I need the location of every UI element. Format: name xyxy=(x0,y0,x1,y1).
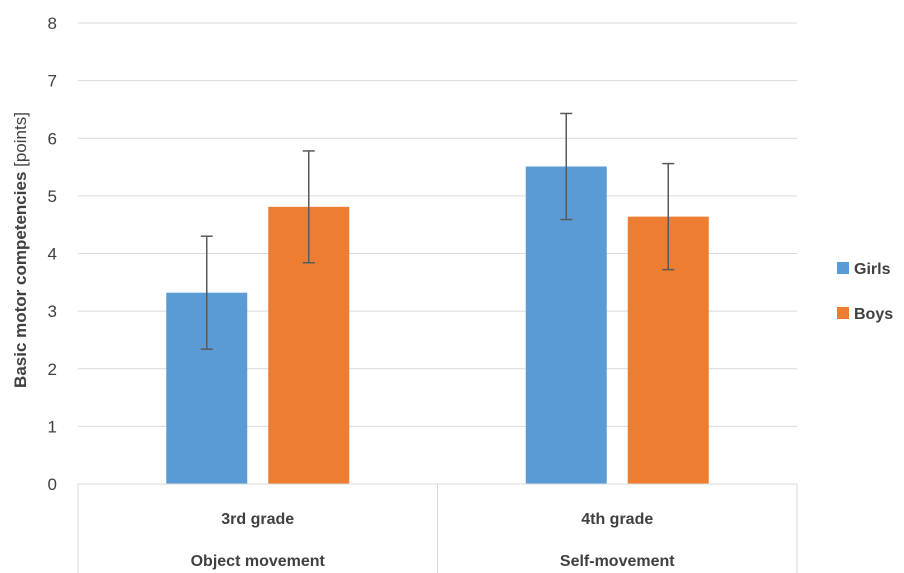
legend-label-boys: Boys xyxy=(854,306,893,323)
y-tick-label: 0 xyxy=(48,475,57,494)
y-tick-label: 2 xyxy=(48,360,57,379)
y-tick-label: 7 xyxy=(48,72,57,91)
x-group-label: Object movement xyxy=(191,553,326,570)
legend-label-girls: Girls xyxy=(854,261,891,278)
error-bars xyxy=(200,112,675,350)
y-tick-label: 4 xyxy=(48,245,57,264)
x-category-label: 3rd grade xyxy=(221,511,294,528)
bars xyxy=(166,166,709,485)
y-axis-label-main: Basic motor competencies xyxy=(11,172,30,388)
x-group-label: Self-movement xyxy=(560,553,675,570)
x-axis xyxy=(77,483,798,573)
y-axis-ticks: 0 1 2 3 4 5 6 7 8 xyxy=(48,14,57,494)
y-tick-label: 3 xyxy=(48,302,57,321)
y-tick-label: 6 xyxy=(48,129,57,148)
y-tick-label: 8 xyxy=(48,14,57,33)
y-tick-label: 5 xyxy=(48,187,57,206)
y-axis-label-unit: [points] xyxy=(11,112,30,172)
legend: Girls Boys xyxy=(837,261,893,323)
category-labels: 3rd grade 4th grade Object movement Self-mo… xyxy=(191,511,676,570)
legend-swatch-girls xyxy=(837,262,849,274)
x-category-label: 4th grade xyxy=(581,511,653,528)
legend-swatch-boys xyxy=(837,307,849,319)
y-tick-label: 1 xyxy=(48,417,57,436)
y-axis-label: Basic motor competencies [points] xyxy=(11,112,30,388)
